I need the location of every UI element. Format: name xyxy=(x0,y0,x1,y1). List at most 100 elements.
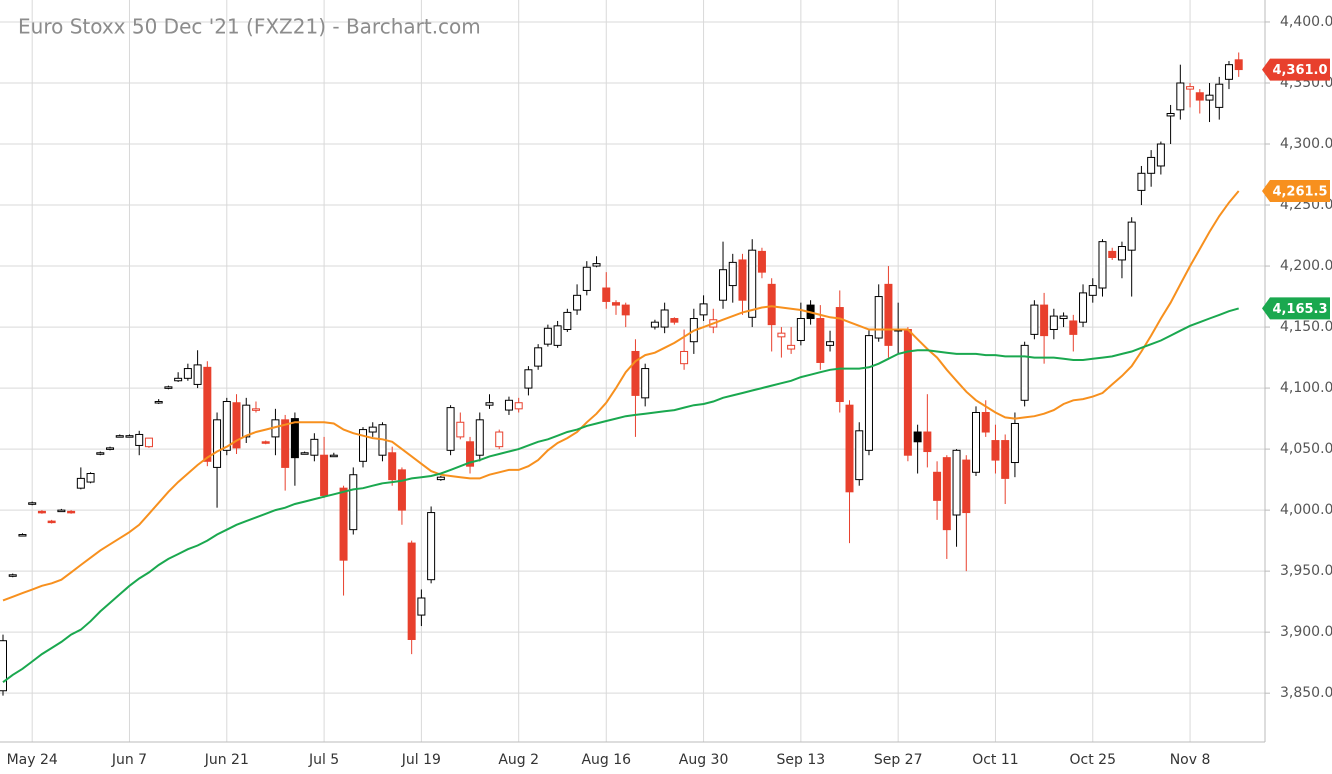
y-tick-label: 3,850.0 xyxy=(1280,685,1332,701)
candle-body xyxy=(1224,64,1233,80)
chart-title: Euro Stoxx 50 Dec '21 (FXZ21) - Barchart… xyxy=(18,15,481,39)
candle-body xyxy=(835,307,844,403)
candle-body xyxy=(670,318,679,323)
x-tick-label: May 24 xyxy=(7,752,58,768)
candle-body xyxy=(602,287,611,302)
candle-body xyxy=(329,454,338,458)
candle-body xyxy=(1049,315,1058,331)
y-tick-label: 4,200.0 xyxy=(1280,258,1332,274)
candle-body xyxy=(144,437,153,448)
candle-body xyxy=(1001,440,1010,479)
candle-body xyxy=(826,341,835,346)
candle-body xyxy=(1020,344,1029,401)
x-tick-label: Sep 13 xyxy=(777,752,826,768)
candle-body xyxy=(1117,246,1126,261)
candle-body xyxy=(1234,59,1243,71)
candle-body xyxy=(748,249,757,318)
candle-body xyxy=(427,512,436,581)
last-value-tag xyxy=(1262,297,1330,320)
candle-body xyxy=(855,430,864,481)
candle-body xyxy=(475,419,484,456)
candle-body xyxy=(232,402,241,449)
candle-body xyxy=(456,421,465,438)
candle-body xyxy=(738,259,747,301)
x-tick-label: Aug 30 xyxy=(679,752,729,768)
candle-body xyxy=(368,426,377,433)
labels: 3,850.0 3,900.0 3,950.0 4,000.0 4,050.0 4,100… xyxy=(7,14,1332,768)
candle-body xyxy=(767,283,776,326)
candle-body xyxy=(1108,250,1117,259)
candle-body xyxy=(524,369,533,389)
candle-body xyxy=(991,440,1000,461)
candle-body xyxy=(154,401,163,404)
candle-body xyxy=(874,296,883,339)
candle-body xyxy=(193,364,202,385)
x-tick-label: Sep 27 xyxy=(874,752,923,768)
candle-body xyxy=(47,520,56,524)
candle-body xyxy=(777,332,786,338)
candle-body xyxy=(592,263,601,267)
candle-body xyxy=(349,474,358,531)
candle-body xyxy=(534,347,543,367)
candle-body xyxy=(135,433,144,446)
candle-body xyxy=(320,454,329,496)
candle-body xyxy=(728,261,737,287)
candle-body xyxy=(981,411,990,433)
candle-body xyxy=(1156,143,1165,167)
candle-body xyxy=(660,309,669,328)
candle-body xyxy=(28,502,37,505)
y-tick-label: 4,400.0 xyxy=(1280,14,1332,30)
candle-body xyxy=(290,418,299,459)
candle-body xyxy=(86,473,95,483)
candle-body xyxy=(37,510,46,514)
candle-body xyxy=(1195,92,1204,101)
candle-body xyxy=(1166,112,1175,117)
candle-body xyxy=(300,452,309,455)
candle-body xyxy=(281,419,290,468)
candle-body xyxy=(942,457,951,531)
candle-body xyxy=(699,303,708,316)
candle-body xyxy=(1030,304,1039,335)
candle-body xyxy=(251,408,260,411)
candle-body xyxy=(18,534,27,537)
candle-body xyxy=(582,266,591,291)
candle-body xyxy=(310,438,319,456)
candle-body xyxy=(787,344,796,350)
candle-body xyxy=(446,407,455,451)
candle-body xyxy=(1098,241,1107,289)
x-tick-label: Aug 2 xyxy=(498,752,539,768)
x-tick-label: Jul 5 xyxy=(308,752,339,768)
candle-body xyxy=(1059,315,1068,320)
candle-body xyxy=(903,329,912,456)
candle-body xyxy=(115,435,124,438)
candle-body xyxy=(1215,83,1224,108)
candle-body xyxy=(563,311,572,331)
last-value-tag xyxy=(1262,179,1330,202)
x-tick-label: Oct 11 xyxy=(972,752,1018,768)
candle-body xyxy=(680,350,689,365)
candle-body xyxy=(641,368,650,399)
candle-body xyxy=(1147,156,1156,174)
y-tick-label: 4,300.0 xyxy=(1280,136,1332,152)
last-value-label: 4,361.0 xyxy=(1272,63,1327,78)
candle-body xyxy=(757,250,766,273)
candle-body xyxy=(913,431,922,443)
candle-body xyxy=(1079,292,1088,323)
candle-body xyxy=(864,335,873,451)
candle-body xyxy=(436,476,445,481)
candle-body xyxy=(631,350,640,396)
candle-body xyxy=(504,399,513,411)
last-value-label: 4,261.5 xyxy=(1272,184,1327,199)
marks xyxy=(0,52,1243,696)
candle-body xyxy=(923,431,932,453)
candle-body xyxy=(1040,304,1049,337)
candle-body xyxy=(0,640,7,692)
candle-body xyxy=(203,366,212,462)
candle-body xyxy=(553,325,562,346)
candle-body xyxy=(8,574,17,577)
candle-body xyxy=(96,452,105,455)
candle-body xyxy=(495,431,504,448)
candle-body xyxy=(359,429,368,462)
